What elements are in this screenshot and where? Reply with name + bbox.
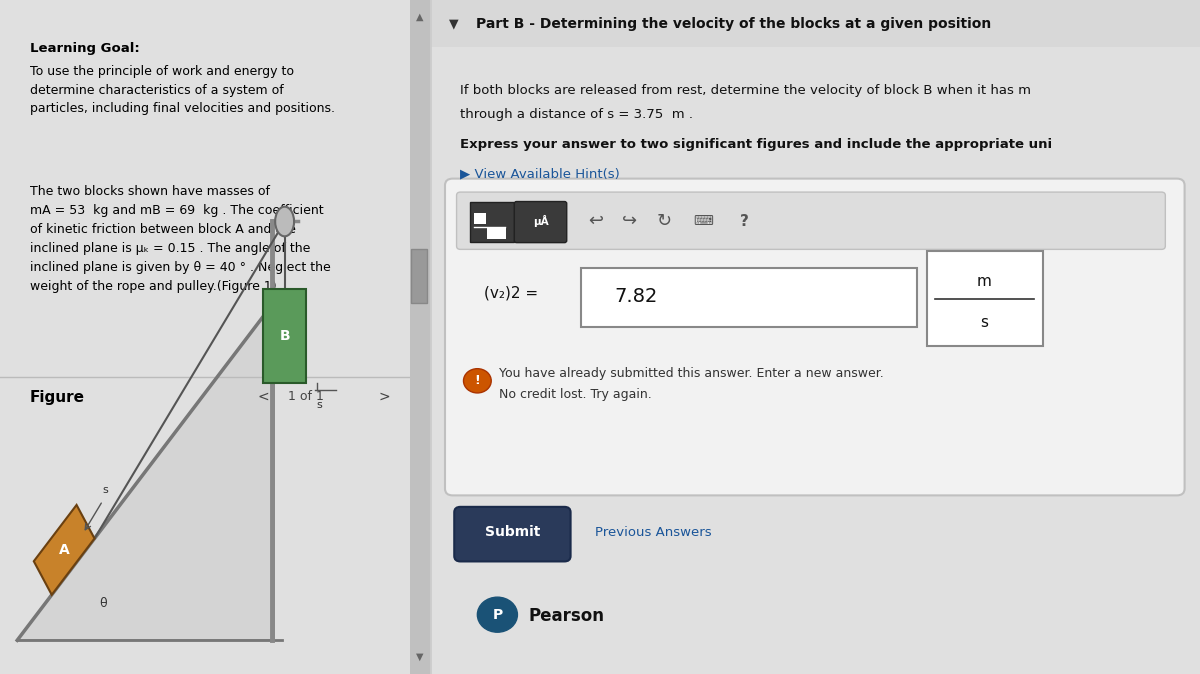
Text: m: m [977, 274, 991, 289]
Text: 1 of 1: 1 of 1 [288, 390, 324, 402]
Text: ↪: ↪ [623, 212, 637, 230]
FancyBboxPatch shape [445, 179, 1184, 495]
Text: s: s [316, 400, 322, 410]
Text: (v₂)2 =: (v₂)2 = [484, 286, 538, 301]
FancyBboxPatch shape [456, 192, 1165, 249]
Text: If both blocks are released from rest, determine the velocity of block B when it: If both blocks are released from rest, d… [461, 84, 1032, 97]
Text: Figure: Figure [30, 390, 85, 404]
Bar [263, 289, 306, 384]
Text: To use the principle of work and energy to
determine characteristics of a system: To use the principle of work and energy … [30, 65, 335, 115]
Text: Submit: Submit [485, 526, 540, 539]
Text: Express your answer to two significant figures and include the appropriate uni: Express your answer to two significant f… [461, 138, 1052, 151]
Text: ▼: ▼ [449, 17, 458, 30]
Bar [412, 249, 427, 303]
FancyBboxPatch shape [581, 268, 917, 327]
Text: You have already submitted this answer. Enter a new answer.: You have already submitted this answer. … [499, 367, 883, 380]
Text: through a distance of s = 3.75  m .: through a distance of s = 3.75 m . [461, 108, 694, 121]
Text: ▲: ▲ [416, 12, 424, 22]
FancyBboxPatch shape [487, 228, 506, 239]
FancyBboxPatch shape [515, 202, 566, 243]
Text: B: B [280, 329, 290, 343]
Text: 7.82: 7.82 [614, 287, 658, 306]
Text: ?: ? [739, 214, 749, 228]
Text: Learning Goal:: Learning Goal: [30, 42, 140, 55]
Text: Previous Answers: Previous Answers [595, 526, 712, 539]
Circle shape [463, 369, 491, 393]
Text: ▶ View Available Hint(s): ▶ View Available Hint(s) [461, 167, 620, 180]
Polygon shape [34, 505, 95, 595]
Text: No credit lost. Try again.: No credit lost. Try again. [499, 388, 652, 400]
Text: ↩: ↩ [588, 212, 602, 230]
Bar [410, 0, 430, 674]
Text: s: s [980, 315, 989, 330]
FancyBboxPatch shape [926, 251, 1043, 346]
Circle shape [275, 207, 294, 237]
Text: θ: θ [100, 596, 107, 610]
Text: !: ! [474, 374, 480, 388]
Text: ↻: ↻ [658, 212, 672, 230]
Text: Part B - Determining the velocity of the blocks at a given position: Part B - Determining the velocity of the… [476, 17, 991, 30]
Bar [430, 0, 1200, 47]
FancyBboxPatch shape [470, 202, 514, 242]
Circle shape [478, 597, 517, 632]
Text: μÅ: μÅ [533, 215, 548, 227]
FancyBboxPatch shape [474, 213, 486, 224]
Text: <: < [258, 390, 269, 404]
Text: The two blocks shown have masses of
mA = 53  kg and mB = 69  kg . The coefficien: The two blocks shown have masses of mA =… [30, 185, 331, 293]
Text: ⌨: ⌨ [694, 214, 713, 228]
Text: A: A [59, 543, 70, 557]
FancyBboxPatch shape [455, 507, 570, 561]
Text: Pearson: Pearson [528, 607, 605, 625]
Text: ▼: ▼ [416, 652, 424, 662]
Text: P: P [492, 608, 503, 621]
Polygon shape [17, 303, 274, 640]
Text: >: > [378, 390, 390, 404]
Text: s: s [102, 485, 108, 495]
